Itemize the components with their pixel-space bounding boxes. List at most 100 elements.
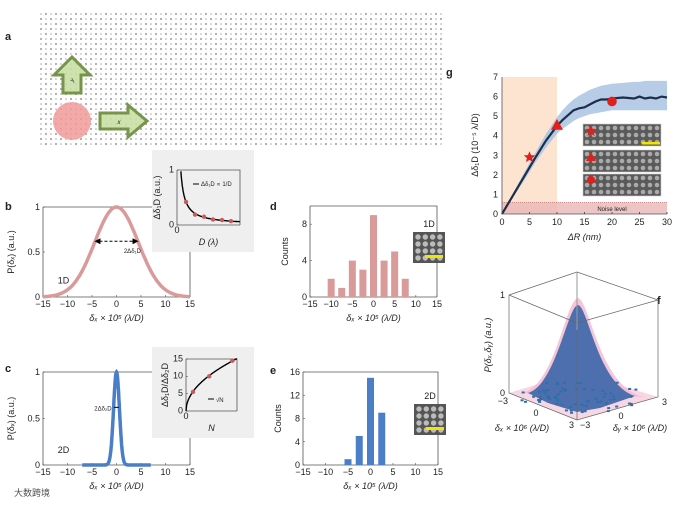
distribution-curve-2d [82, 368, 151, 467]
data-point [228, 218, 234, 224]
histogram-cell [564, 409, 568, 412]
x-tick-label-g: 15 [579, 217, 589, 227]
x-axis-label-b-inset: D (λ) [199, 237, 218, 247]
watermark: 大数跨境 [14, 487, 50, 498]
histogram-cell [580, 410, 584, 413]
histogram-cell [546, 395, 550, 398]
x-tick-label-e: 10 [410, 467, 420, 477]
histogram-cell [628, 387, 632, 390]
star-marker-icon [585, 125, 597, 136]
bar [348, 260, 356, 297]
x-tick-label-b: 0 [114, 299, 119, 309]
x-tick-label-g: 10 [552, 217, 562, 227]
panel-label-d: d [270, 201, 277, 213]
x-tick-label-d: 5 [392, 299, 397, 309]
histogram-cell [595, 401, 599, 404]
star-marker-icon [523, 151, 536, 163]
histogram-cell [539, 398, 543, 401]
y-tick-label-e: 12 [290, 390, 300, 400]
bar [359, 269, 367, 297]
tag-d: 1D [423, 219, 435, 229]
histogram-cell [612, 395, 616, 398]
x-tick-label-g: 20 [607, 217, 617, 227]
histogram-cell [607, 407, 611, 410]
y-tick-label-d: 0 [302, 292, 307, 302]
y-tick-label-d: 4 [302, 256, 307, 266]
x-tick-label-g: 25 [634, 217, 644, 227]
histogram-cell [562, 381, 566, 384]
x-axis-label-f: δₓ × 10⁶ (λ/D) [495, 423, 549, 433]
x-tick-label-c-inset: 0 [183, 411, 188, 421]
histogram-cell [615, 405, 619, 408]
histogram-cell [538, 396, 542, 399]
x-tick-label-b: −10 [60, 299, 75, 309]
y-axis-label-c-inset: Δδ₁D/Δδ₂D [160, 362, 170, 407]
histogram-cell [583, 410, 587, 413]
y-tick-label-g: 4 [493, 131, 498, 141]
inset-b-background [152, 150, 254, 252]
histogram-cell [629, 402, 633, 405]
x-tick-label-e: −15 [295, 467, 310, 477]
bar [367, 377, 374, 465]
circle-marker-icon [607, 96, 617, 107]
histogram-cell [548, 397, 552, 400]
histogram-cell [630, 404, 634, 407]
x-axis-label-b: δₓ × 10⁵ (λ/D) [89, 313, 143, 323]
x-tick-label-d: −5 [347, 299, 357, 309]
histogram-cell [602, 396, 606, 399]
x-tick-label-b: −5 [87, 299, 97, 309]
histogram-cell [594, 397, 598, 400]
x-tick-label-d: 0 [371, 299, 376, 309]
data-point [190, 389, 196, 395]
x-tick-label-b: 10 [160, 299, 170, 309]
histogram-cell [546, 396, 550, 399]
noise-level-label: Noise level [597, 207, 626, 213]
y-axis-label-c: P(δₓ) (a.u.) [6, 397, 16, 440]
x-tick-label-e: 0 [368, 467, 373, 477]
y-tick-label-b: 0.5 [27, 247, 40, 257]
data-point [219, 217, 225, 223]
y-tick-label-e: 4 [295, 437, 300, 447]
tag-2d: 2D [58, 445, 70, 455]
panel-label-f: f [657, 295, 661, 307]
distribution-curve-1d [42, 205, 191, 299]
y-tick-label-f: −3 [580, 420, 590, 430]
histogram-cell [541, 389, 545, 392]
histogram-cell [546, 388, 550, 391]
x-tick-label-d: −10 [324, 299, 339, 309]
bar [327, 278, 335, 297]
inset-b-legend: Δδ₁D ∝ 1/D [201, 182, 232, 188]
width-annotation: 2Δδ₂D [94, 406, 112, 412]
x-tick-label-g: 5 [527, 217, 532, 227]
circle-marker-icon [587, 176, 595, 184]
x-axis-label-g: ΔR (nm) [567, 232, 602, 242]
y-axis-label-b: P(δₓ) (a.u.) [6, 230, 16, 273]
x-tick-label-f: 0 [533, 408, 538, 418]
tag-1d: 1D [58, 276, 70, 286]
x-tick-label-d: 15 [432, 299, 442, 309]
x-tick-label-f: 3 [569, 420, 574, 430]
histogram-cell [538, 390, 542, 393]
histogram-cell [609, 398, 613, 401]
histogram-cell [561, 387, 565, 390]
histogram-cell [569, 409, 573, 412]
x-tick-label-c: 15 [185, 467, 195, 477]
y-tick-label-e: 16 [290, 367, 300, 377]
x-tick-label-b: −15 [35, 299, 50, 309]
y-tick-label-g: 5 [493, 111, 498, 121]
x-axis-label-d: δₓ × 10⁵ (λ/D) [346, 313, 400, 323]
histogram-cell [555, 381, 559, 384]
histogram-cell [545, 381, 549, 384]
width-annotation: 2Δδ₁D [124, 249, 142, 255]
histogram-cell [560, 403, 564, 406]
y-axis-label-e: Counts [273, 404, 283, 433]
arrow-right-icon [98, 101, 150, 141]
histogram-cell [556, 393, 560, 396]
x-tick-label-e: 15 [433, 467, 443, 477]
y-tick-label-g: 2 [493, 170, 498, 180]
x-tick-label-c: 0 [114, 467, 119, 477]
bar [401, 278, 409, 297]
y-tick-label-g: 6 [493, 92, 498, 102]
x-tick-label-b-inset: 0 [174, 225, 179, 235]
histogram-cell [609, 392, 613, 395]
